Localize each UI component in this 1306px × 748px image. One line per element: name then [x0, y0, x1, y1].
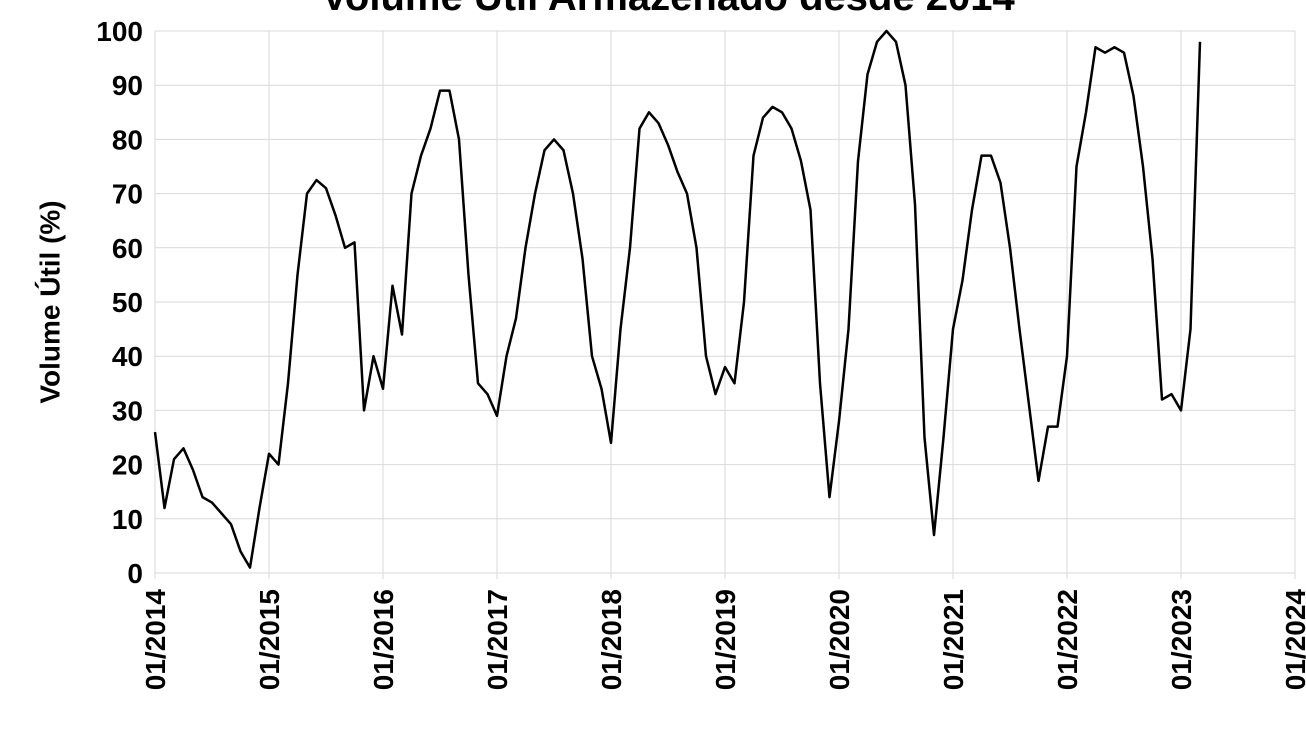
y-tick-label: 80: [112, 124, 143, 155]
y-tick-label: 0: [127, 558, 143, 589]
x-tick-label: 01/2022: [1052, 589, 1083, 690]
x-tick-label: 01/2015: [254, 589, 285, 690]
x-tick-label: 01/2020: [824, 589, 855, 690]
y-tick-label: 100: [96, 16, 143, 47]
x-tick-label: 01/2014: [140, 589, 171, 691]
chart-title: Volume Útil Armazenado desde 2014: [321, 0, 1015, 19]
y-tick-label: 70: [112, 179, 143, 210]
y-tick-label: 40: [112, 341, 143, 372]
x-tick-label: 01/2016: [368, 589, 399, 690]
x-tick-label: 01/2023: [1166, 589, 1197, 690]
x-tick-label: 01/2019: [710, 589, 741, 690]
y-tick-label: 50: [112, 287, 143, 318]
data-line: [153, 29, 1202, 569]
x-tick-label: 01/2017: [482, 589, 513, 690]
y-tick-label: 10: [112, 504, 143, 535]
x-tick-label: 01/2024: [1280, 589, 1306, 691]
x-tick-label: 01/2021: [938, 589, 969, 690]
y-tick-label: 20: [112, 450, 143, 481]
y-tick-label: 60: [112, 233, 143, 264]
y-axis-label: Volume Útil (%): [34, 200, 65, 403]
y-tick-label: 30: [112, 395, 143, 426]
y-tick-label: 90: [112, 70, 143, 101]
x-tick-label: 01/2018: [596, 589, 627, 690]
